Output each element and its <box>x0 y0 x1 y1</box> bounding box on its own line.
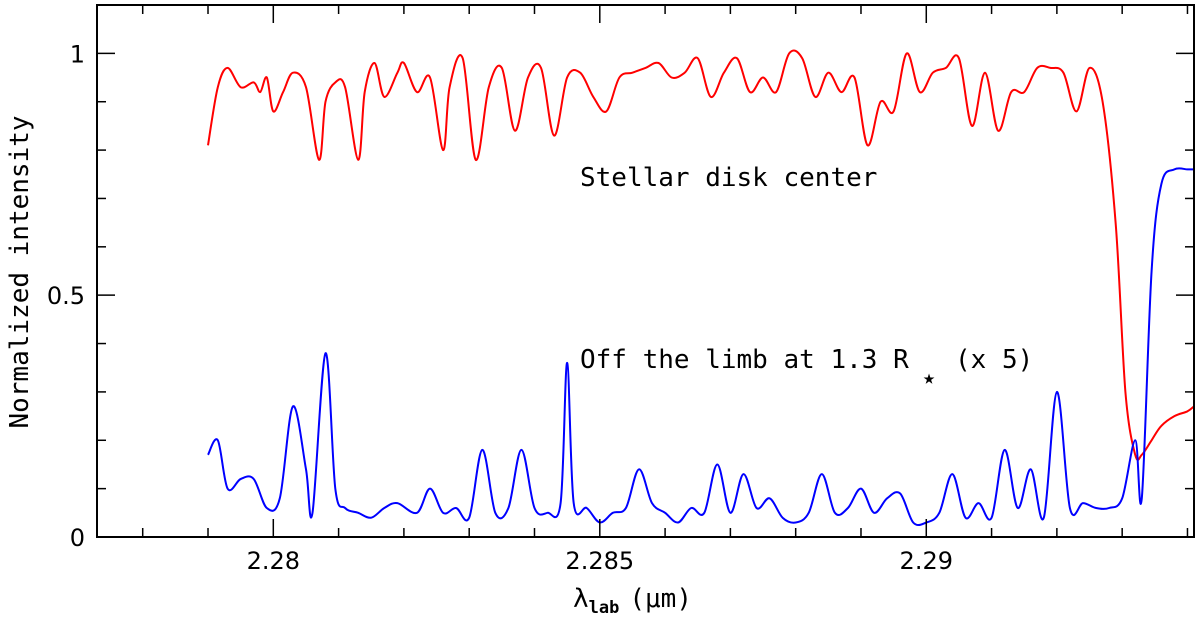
limb-annotation-suffix: (x 5) <box>955 345 1033 375</box>
series-line-disk-center <box>207 49 1195 462</box>
limb-annotation: Off the limb at 1.3 R ★ (x 5) <box>580 345 1033 389</box>
disk-center-annotation: Stellar disk center <box>580 163 877 193</box>
y-axis-title: Normalized intensity <box>5 115 35 428</box>
x-axis-subscript: lab <box>589 598 620 618</box>
y-tick-label: 0 <box>70 524 85 552</box>
series-layer <box>207 49 1195 527</box>
x-tick-label: 2.285 <box>565 547 634 575</box>
series-line-off-limb <box>207 167 1194 527</box>
y-tick-label: 0.5 <box>47 282 85 310</box>
star-subscript-icon: ★ <box>923 365 935 389</box>
limb-annotation-prefix: Off the limb at 1.3 R <box>580 345 909 375</box>
x-axis-unit: (μm) <box>629 584 692 614</box>
tick-layer: 2.28 2.285 2.29 0 0.5 1 <box>47 4 1194 575</box>
x-axis-title: λlab (μm) <box>573 584 692 618</box>
plot-frame <box>96 4 1195 538</box>
x-axis-symbol: λ <box>573 584 589 614</box>
x-tick-label: 2.28 <box>247 547 300 575</box>
x-tick-label: 2.29 <box>900 547 953 575</box>
y-tick-label: 1 <box>70 40 85 68</box>
